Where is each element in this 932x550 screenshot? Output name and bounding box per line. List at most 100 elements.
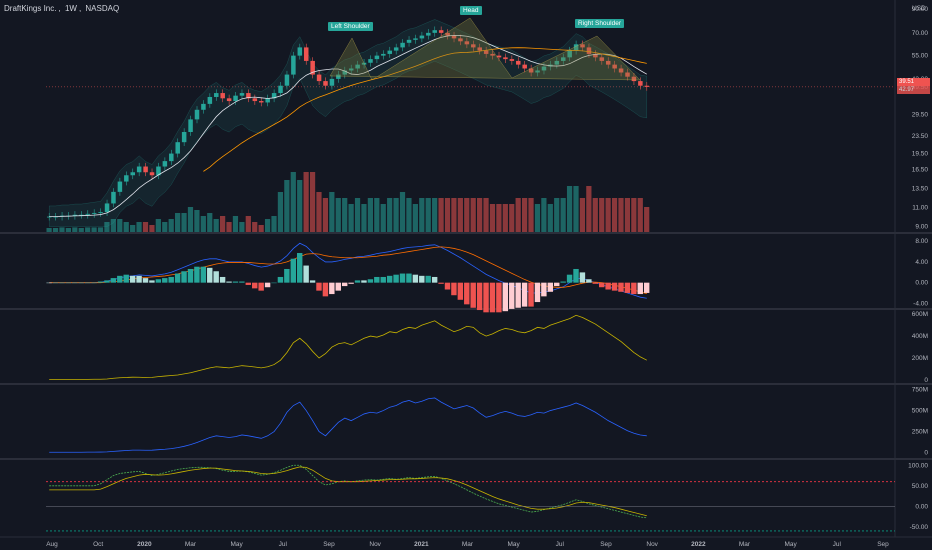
candle-body <box>46 216 52 218</box>
candle-body <box>612 64 617 69</box>
volume-bar <box>239 222 245 232</box>
time-tick-label: Aug <box>46 541 58 548</box>
macd-histogram-bar <box>380 276 386 283</box>
macd-histogram-bar <box>624 282 631 293</box>
volume-bar <box>611 198 618 232</box>
volume-bar <box>46 228 52 232</box>
price-tick-label: 70.00 <box>912 30 929 37</box>
candle-body <box>490 53 495 56</box>
macd-histogram-bar <box>643 282 650 293</box>
pane-tick-label: 600M <box>912 311 928 318</box>
candle-body <box>400 42 405 48</box>
macd-histogram-bar <box>554 282 560 287</box>
candle-body <box>194 109 200 120</box>
time-tick-label: May <box>508 541 521 548</box>
volume-bar <box>194 210 200 232</box>
pane-tick-label: 8.00 <box>915 238 928 245</box>
volume-bar <box>624 198 631 232</box>
candle-body <box>316 74 322 82</box>
macd-histogram-bar <box>515 282 521 308</box>
candle-body <box>496 55 502 58</box>
pvt-pane[interactable] <box>49 397 647 453</box>
volume-bar <box>637 198 643 232</box>
macd-histogram-bar <box>386 275 393 283</box>
macd-histogram-bar <box>52 282 59 284</box>
candle-body <box>599 57 605 61</box>
candle-body <box>644 85 650 87</box>
candle-body <box>355 64 360 69</box>
volume-bar <box>406 198 412 232</box>
price-pane[interactable] <box>46 17 895 232</box>
volume-bar <box>297 180 303 232</box>
macd-histogram-bar <box>528 282 534 307</box>
symbol-header[interactable]: DraftKings Inc., 1W, NASDAQ <box>4 4 120 13</box>
macd-histogram-bar <box>97 281 104 283</box>
pane-tick-label: 50.00 <box>912 483 929 490</box>
volume-bar <box>599 198 605 232</box>
head-label[interactable]: Head <box>460 6 482 15</box>
volume-bar <box>521 198 528 232</box>
head-shoulders-pattern <box>329 17 641 81</box>
volume-bar <box>560 198 566 232</box>
macd-histogram-bar <box>431 276 438 283</box>
candle-body <box>278 85 283 94</box>
volume-bar <box>271 216 277 232</box>
volume-bar <box>110 219 116 232</box>
last-price-tag: 39.51 <box>897 78 930 86</box>
macd-histogram-bar <box>155 279 162 283</box>
right-shoulder-label[interactable]: Right Shoulder <box>575 19 624 28</box>
macd-histogram-bar <box>566 274 573 283</box>
left-shoulder-label[interactable]: Left Shoulder <box>328 22 373 31</box>
time-tick-label: 2021 <box>414 541 429 548</box>
volume-bar <box>399 192 406 232</box>
obv-pane[interactable] <box>49 314 647 380</box>
macd-histogram-bar <box>200 266 207 283</box>
macd-pane[interactable] <box>46 242 650 313</box>
volume-bar <box>631 198 637 232</box>
candle-body <box>265 98 270 103</box>
candle-body <box>175 142 180 154</box>
volume-bar <box>200 216 206 232</box>
candle-body <box>181 132 187 143</box>
volume-bar <box>316 192 322 232</box>
macd-histogram-bar <box>329 282 335 295</box>
macd-histogram-bar <box>162 278 168 283</box>
volume-bar <box>130 225 136 232</box>
currency-label[interactable]: USD <box>912 5 926 12</box>
macd-histogram-bar <box>123 274 129 283</box>
volume-bar <box>78 228 84 232</box>
volume-bar <box>457 198 463 232</box>
macd-histogram-bar <box>438 282 444 284</box>
macd-histogram-bar <box>631 282 637 295</box>
volume-bar <box>65 228 72 232</box>
signal-line <box>49 246 647 294</box>
candle-body <box>535 70 540 73</box>
pane-tick-label: 400M <box>912 333 928 340</box>
macd-histogram-bar <box>521 282 528 307</box>
macd-histogram-bar <box>117 275 123 283</box>
candle-body <box>188 119 193 133</box>
volume-bar <box>573 186 579 232</box>
candle-body <box>149 172 155 176</box>
candle-body <box>329 78 335 86</box>
volume-bar <box>528 198 534 232</box>
volume-bar <box>380 204 386 232</box>
macd-histogram-bar <box>547 282 554 292</box>
candle-body <box>393 47 399 51</box>
macd-histogram-bar <box>142 278 149 283</box>
volume-bar <box>586 186 592 232</box>
candle-body <box>214 93 219 97</box>
macd-histogram-bar <box>598 282 605 288</box>
candle-body <box>111 191 116 204</box>
macd-histogram-bar <box>361 280 367 283</box>
macd-histogram-bar <box>534 282 541 303</box>
volume-bar <box>142 222 149 232</box>
macd-histogram-bar <box>226 281 232 283</box>
volume-bar <box>367 198 374 232</box>
volume-bar <box>412 204 418 232</box>
oscillator-pane[interactable] <box>46 464 895 532</box>
volume-bar <box>155 219 161 232</box>
time-tick-label: 2022 <box>691 541 706 548</box>
volume-bar <box>618 198 624 232</box>
